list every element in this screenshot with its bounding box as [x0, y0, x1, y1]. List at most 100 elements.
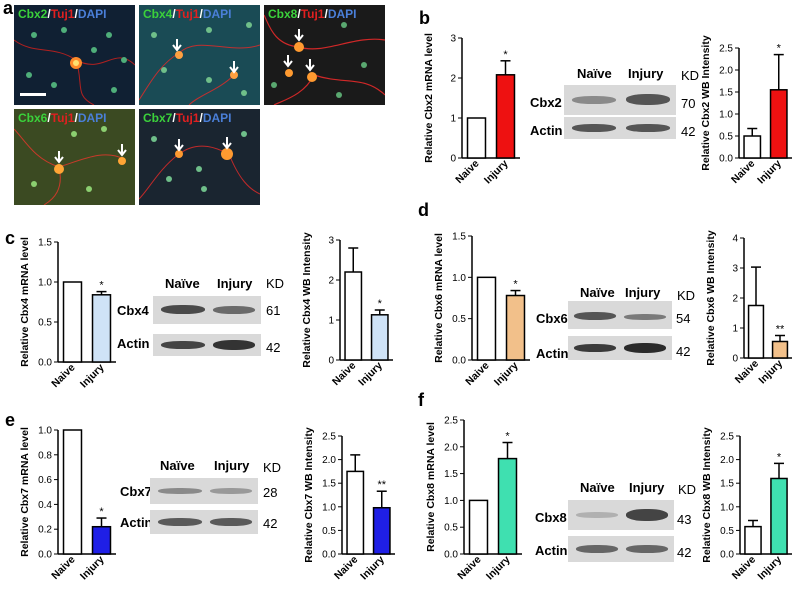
y-tick-label: 2.5	[444, 416, 458, 427]
bar-naive	[476, 276, 497, 361]
blot-f-injury-label: Injury	[629, 480, 665, 495]
blot-d-actin-kd: 42	[676, 344, 691, 359]
blot-b-protein-band-naive	[572, 96, 616, 104]
blot-c-protein-kd: 61	[266, 303, 281, 318]
blot-d-protein-label: Cbx6	[536, 311, 568, 326]
blot-e-actin-label: Actin	[120, 515, 153, 530]
blot-c-actin	[153, 334, 261, 356]
blot-d-naive-label: Naïve	[580, 285, 615, 300]
blot-e-protein-label: Cbx7	[120, 484, 152, 499]
significance-marker: *	[503, 49, 508, 61]
y-tick-label: 2.0	[444, 442, 458, 453]
y-tick-label: 0.0	[720, 550, 734, 561]
y-tick-label: 1.0	[452, 273, 466, 284]
blot-f-protein	[568, 500, 674, 530]
blot-f-actin-band-naive	[576, 545, 618, 553]
y-tick-label: 4	[732, 234, 738, 245]
y-tick-label: 2.5	[720, 432, 734, 443]
blot-d-unit: KD	[677, 288, 696, 303]
bar-injury	[91, 294, 112, 363]
y-tick-label: 1.5	[38, 238, 52, 249]
bar-naive	[344, 271, 363, 361]
y-tick-label: 0.0	[38, 550, 52, 561]
y-axis-label: Relative Cbx4 mRNA level	[19, 237, 31, 367]
blot-b-actin-band-injury	[626, 124, 670, 132]
blot-c-protein-label: Cbx4	[117, 303, 149, 318]
significance-marker: *	[513, 279, 518, 291]
chart-e-wb: 0.0 0.5 1.0 1.5 2.0 2.5 Relative Cbx7 WB Inten…	[303, 427, 395, 582]
category-label: Injury	[482, 158, 511, 187]
y-tick-label: 1	[450, 114, 456, 125]
bar-injury	[370, 314, 389, 361]
micrograph-cbx6: Cbx6/Tuj1/DAPI	[14, 109, 135, 205]
y-tick-label: 1.5	[719, 88, 733, 99]
y-tick-label: 2.0	[720, 455, 734, 466]
y-tick-label: 0.0	[719, 154, 733, 165]
category-label: Naive	[49, 362, 77, 390]
blot-f-protein-label: Cbx8	[535, 510, 567, 525]
blot-e-unit: KD	[263, 460, 282, 475]
bar-injury	[495, 74, 516, 159]
category-label: Naive	[729, 158, 757, 186]
y-tick-label: 1.0	[720, 502, 734, 513]
category-label: Injury	[755, 158, 784, 187]
blot-d-actin-band-naive	[574, 344, 616, 352]
category-label: Injury	[756, 358, 785, 387]
panel-label-f: f	[418, 390, 424, 410]
y-tick-label: 2	[732, 294, 738, 305]
blot-e-naive-label: Naïve	[160, 458, 195, 473]
micrograph-cbx8-image	[264, 14, 385, 105]
blot-c-protein	[153, 296, 261, 324]
y-tick-label: 1.0	[38, 278, 52, 289]
micrograph-cbx4-image	[139, 22, 260, 105]
y-tick-label: 0.0	[322, 550, 336, 561]
blot-c-naive-label: Naïve	[165, 276, 200, 291]
bar-injury	[91, 525, 112, 555]
bar-naive	[744, 525, 762, 555]
y-tick-label: 0	[450, 154, 456, 165]
micrograph-cbx4-label: Cbx4/Tuj1/DAPI	[143, 7, 232, 21]
bar-naive	[466, 117, 487, 159]
blot-d-injury-label: Injury	[625, 285, 661, 300]
y-tick-label: 0	[732, 354, 738, 365]
category-label: Naive	[730, 554, 758, 582]
bar-injury	[497, 457, 518, 555]
y-tick-label: 1.0	[719, 110, 733, 121]
y-axis-label: Relative Cbx7 mRNA level	[19, 427, 31, 557]
micrograph-cbx7: Cbx7/Tuj1/DAPI	[139, 109, 260, 205]
y-tick-label: 0.8	[38, 450, 52, 461]
blot-b-protein	[564, 85, 676, 115]
panel-label-e: e	[5, 410, 16, 430]
significance-marker: *	[777, 43, 782, 55]
blot-b-protein-band-injury	[626, 94, 670, 105]
blot-f-protein-band-injury	[626, 509, 668, 521]
blot-e-actin-band-naive	[158, 518, 202, 526]
y-tick-label: 3	[732, 264, 738, 275]
micrograph-cbx7-image	[139, 131, 260, 200]
y-axis-label: Relative Cbx8 mRNA level	[425, 422, 437, 552]
blot-d-protein-kd: 54	[676, 311, 691, 326]
panel-label-d: d	[418, 200, 429, 220]
blot-c-protein-band-naive	[161, 305, 205, 314]
blot-c-protein-band-injury	[213, 306, 255, 314]
y-axis-label: Relative Cbx2 WB Intensity	[700, 35, 712, 171]
blot-e-protein-kd: 28	[263, 485, 278, 500]
blot-e-injury-label: Injury	[214, 458, 250, 473]
panel-label-c: c	[5, 228, 16, 248]
blot-b-actin-band-naive	[572, 124, 616, 132]
micrograph-cbx8-label: Cbx8/Tuj1/DAPI	[268, 7, 357, 21]
blot-b-actin	[564, 117, 676, 139]
y-tick-label: 0.5	[444, 523, 458, 534]
blot-b-actin-label: Actin	[530, 123, 563, 138]
blot-b-protein-kd: 70	[681, 96, 696, 111]
category-label: Injury	[78, 554, 107, 583]
category-label: Injury	[755, 554, 784, 583]
blot-c-injury-label: Injury	[217, 276, 253, 291]
chart-e-mrna: 0.0 0.2 0.4 0.6 0.8 1.0 Relative Cbx7 mRNA lev…	[19, 426, 116, 583]
blot-d-actin	[568, 336, 672, 360]
chart-f-mrna: 0.0 0.5 1.0 1.5 2.0 2.5 Relative Cbx8 mRNA lev…	[425, 416, 522, 582]
y-tick-label: 2.0	[719, 66, 733, 77]
y-tick-label: 1.5	[322, 479, 336, 490]
chart-b-mrna: 0 1 2 3 Relative Cbx2 mRNA level Naive * Injury	[423, 33, 520, 187]
category-label: Naive	[330, 360, 358, 388]
